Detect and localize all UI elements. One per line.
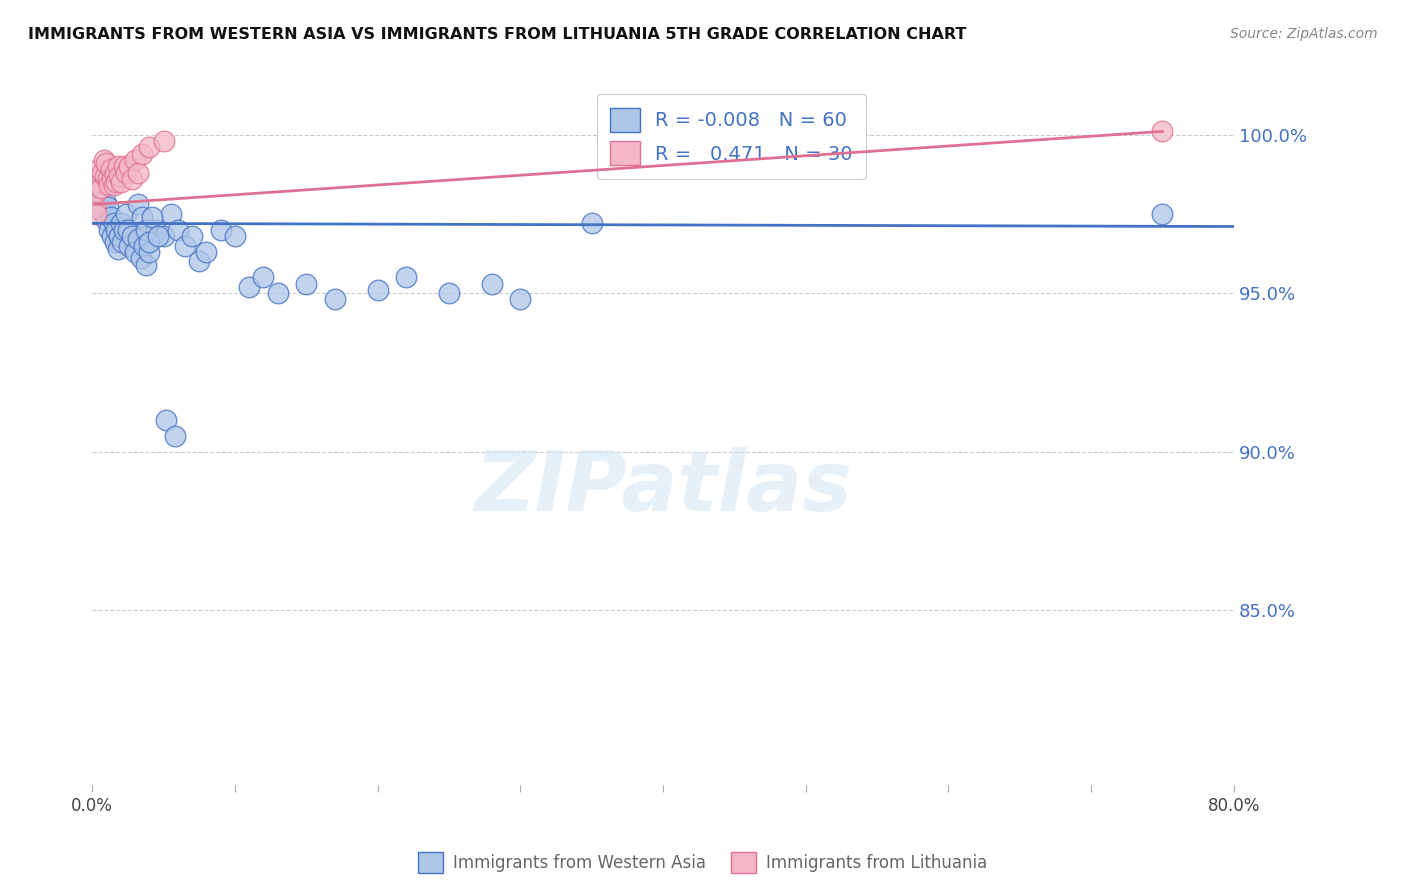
Point [127, 165, 149, 179]
Point [159, 207, 181, 221]
Point [118, 238, 141, 252]
Point [104, 165, 127, 179]
Point [101, 229, 124, 244]
Point [89, 181, 111, 195]
Point [129, 251, 152, 265]
Point [84, 201, 107, 215]
Point [295, 277, 318, 291]
Point [111, 235, 134, 250]
Text: ZIPatlas: ZIPatlas [474, 447, 852, 528]
Point [127, 232, 149, 246]
Point [110, 175, 132, 189]
Point [93, 207, 115, 221]
Point [152, 229, 174, 244]
Point [96, 213, 118, 227]
Point [97, 172, 120, 186]
Point [367, 283, 389, 297]
Text: IMMIGRANTS FROM WESTERN ASIA VS IMMIGRANTS FROM LITHUANIA 5TH GRADE CORRELATION : IMMIGRANTS FROM WESTERN ASIA VS IMMIGRAN… [28, 27, 966, 42]
Point [323, 293, 346, 307]
Point [100, 162, 122, 177]
Point [138, 140, 160, 154]
Point [124, 153, 146, 167]
Point [94, 169, 117, 183]
Point [121, 229, 143, 244]
Point [1152, 124, 1174, 138]
Point [105, 222, 128, 236]
Point [267, 286, 290, 301]
Point [145, 222, 167, 236]
Point [110, 216, 132, 230]
Point [131, 146, 153, 161]
Point [581, 216, 603, 230]
Point [93, 153, 115, 167]
Point [509, 293, 531, 307]
Point [89, 162, 111, 177]
Point [209, 222, 232, 236]
Point [101, 172, 124, 186]
Point [181, 229, 204, 244]
Point [188, 254, 211, 268]
Point [112, 159, 135, 173]
Text: Source: ZipAtlas.com: Source: ZipAtlas.com [1230, 27, 1378, 41]
Point [103, 178, 125, 193]
Point [224, 229, 246, 244]
Point [481, 277, 503, 291]
Point [98, 178, 121, 193]
Point [152, 134, 174, 148]
Point [96, 156, 118, 170]
Point [87, 191, 110, 205]
Point [87, 175, 110, 189]
Point [135, 222, 157, 236]
Point [107, 242, 129, 256]
Point [155, 413, 177, 427]
Point [112, 222, 135, 236]
Point [166, 222, 188, 236]
Point [86, 178, 108, 193]
Point [97, 201, 120, 215]
Point [91, 197, 114, 211]
Point [86, 207, 108, 221]
Point [90, 203, 112, 218]
Legend: Immigrants from Western Asia, Immigrants from Lithuania: Immigrants from Western Asia, Immigrants… [412, 846, 994, 880]
Point [108, 169, 131, 183]
Point [90, 181, 112, 195]
Point [115, 207, 138, 221]
Point [104, 235, 127, 250]
Point [103, 216, 125, 230]
Point [138, 244, 160, 259]
Point [100, 210, 122, 224]
Point [195, 244, 218, 259]
Point [91, 165, 114, 179]
Point [108, 229, 131, 244]
Point [135, 258, 157, 272]
Point [252, 270, 274, 285]
Point [174, 238, 197, 252]
Point [124, 244, 146, 259]
Point [121, 172, 143, 186]
Point [98, 222, 121, 236]
Point [146, 229, 169, 244]
Point [94, 194, 117, 208]
Point [132, 238, 155, 252]
Point [107, 159, 129, 173]
Legend: R = -0.008   N = 60, R =   0.471   N = 30: R = -0.008 N = 60, R = 0.471 N = 30 [596, 95, 866, 178]
Point [131, 210, 153, 224]
Point [138, 235, 160, 250]
Point [115, 165, 138, 179]
Point [163, 429, 186, 443]
Point [141, 210, 163, 224]
Point [238, 280, 260, 294]
Point [118, 159, 141, 173]
Point [117, 222, 139, 236]
Point [127, 197, 149, 211]
Point [395, 270, 418, 285]
Point [105, 175, 128, 189]
Point [86, 185, 108, 199]
Point [1152, 207, 1174, 221]
Point [437, 286, 460, 301]
